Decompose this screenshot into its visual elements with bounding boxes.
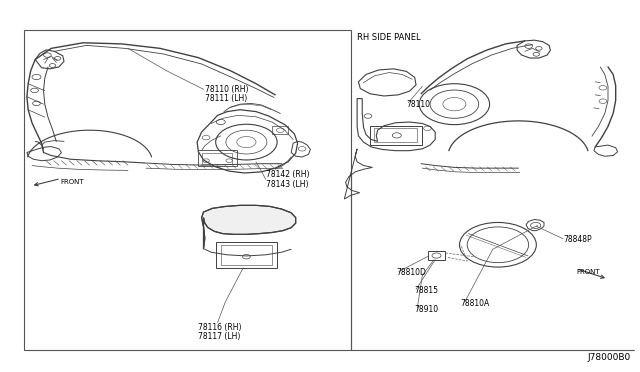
Bar [428,251,445,260]
Text: 78810A: 78810A [461,299,490,308]
Bar [272,126,288,134]
Text: 78810D: 78810D [397,268,427,277]
Text: 78116 (RH): 78116 (RH) [198,323,242,332]
Text: 78110: 78110 [406,100,430,109]
Bar [374,128,417,142]
Text: 78110 (RH): 78110 (RH) [205,85,248,94]
Text: 78111 (LH): 78111 (LH) [205,94,247,103]
Text: FRONT: FRONT [576,269,600,275]
Bar [216,242,277,268]
Text: 78142 (RH): 78142 (RH) [266,170,309,179]
Text: 78910: 78910 [415,305,439,314]
Text: FRONT: FRONT [61,179,84,185]
Bar [202,153,232,164]
Text: RH SIDE PANEL: RH SIDE PANEL [357,33,420,42]
Text: J78000B0: J78000B0 [587,353,630,362]
Text: 78143 (LH): 78143 (LH) [266,180,308,189]
Text: 78848P: 78848P [563,235,592,244]
Bar [221,245,272,265]
Bar [24,30,351,350]
Text: 78117 (LH): 78117 (LH) [198,332,241,341]
Text: 78815: 78815 [415,286,439,295]
Polygon shape [202,205,296,249]
Bar [370,126,422,145]
Bar [198,150,237,166]
